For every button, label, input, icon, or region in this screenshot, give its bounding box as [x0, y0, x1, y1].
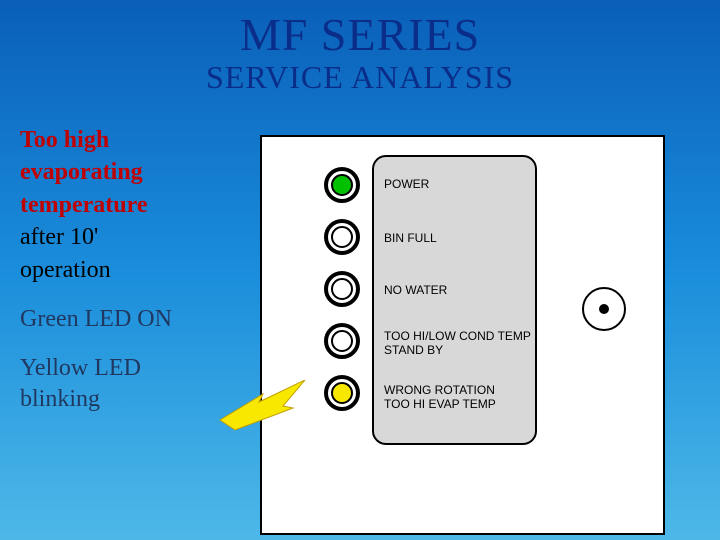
led-indicator-icon [331, 330, 353, 352]
status-green: Green LED ON [20, 304, 240, 335]
status-yellow-1: Yellow LED [20, 355, 141, 381]
led-label-4: WRONG ROTATIONTOO HI EVAP TEMP [384, 383, 496, 412]
status-yellow-2: blinking [20, 386, 100, 412]
led-2 [324, 271, 360, 307]
led-label-1: BIN FULL [384, 231, 437, 245]
control-knob [582, 287, 626, 331]
control-panel: POWER BIN FULL NO WATER TOO HI/LOW COND TEM… [260, 135, 665, 535]
led-4 [324, 375, 360, 411]
led-label-2: NO WATER [384, 283, 447, 297]
led-indicator-icon [331, 382, 353, 404]
led-indicator-icon [331, 278, 353, 300]
led-indicator-icon [331, 174, 353, 196]
led-label-0: POWER [384, 177, 429, 191]
status-yellow: Yellow LED blinking [20, 353, 240, 415]
desc-line-4: operation [20, 254, 240, 286]
page-title: MF SERIES [0, 0, 720, 61]
led-label-3: TOO HI/LOW COND TEMPSTAND BY [384, 329, 531, 358]
desc-line-2: temperature [20, 189, 240, 221]
led-3 [324, 323, 360, 359]
desc-line-1: evaporating [20, 156, 240, 188]
desc-line-0: Too high [20, 124, 240, 156]
description-block: Too highevaporatingtemperatureafter 10'o… [0, 114, 240, 416]
desc-line-3: after 10' [20, 221, 240, 253]
knob-dot-icon [599, 304, 609, 314]
led-1 [324, 219, 360, 255]
led-indicator-icon [331, 226, 353, 248]
led-0 [324, 167, 360, 203]
page-subtitle: SERVICE ANALYSIS [0, 59, 720, 96]
